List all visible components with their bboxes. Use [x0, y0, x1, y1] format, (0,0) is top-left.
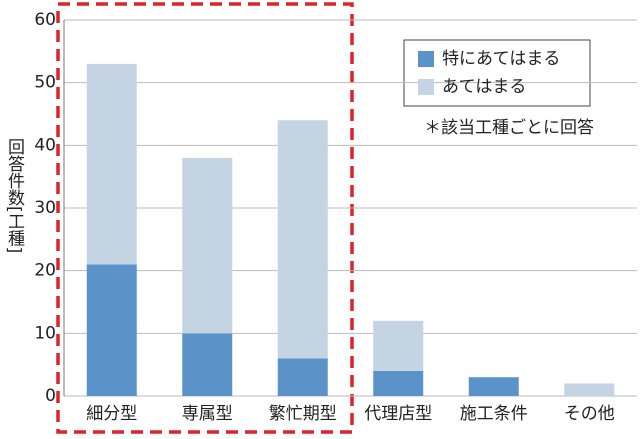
x-tick-label: 代理店型	[364, 404, 432, 424]
bar-segment	[277, 358, 328, 396]
legend-box	[403, 39, 591, 107]
bar-segment	[468, 377, 519, 396]
y-tick-label: 40	[34, 135, 56, 155]
y-tick-label: 60	[34, 10, 56, 30]
bar-segment	[277, 120, 328, 359]
x-tick-label: 繁忙期型	[269, 404, 337, 424]
y-tick-label: 20	[34, 261, 56, 281]
y-tick-label: 30	[34, 198, 56, 218]
y-tick-label: 0	[45, 386, 56, 406]
bar-segment	[564, 383, 615, 396]
y-tick-label: 50	[34, 73, 56, 93]
x-tick-label: 施工条件	[460, 404, 528, 424]
bar-segment	[86, 264, 137, 396]
annotation: ＊該当工種ごとに回答	[424, 118, 594, 138]
legend-swatch	[418, 51, 434, 67]
x-tick-label: 細分型	[86, 404, 137, 424]
x-tick-label: その他	[564, 404, 615, 424]
bar-segment	[182, 157, 233, 334]
bar-segment	[182, 333, 233, 396]
y-axis-label: 回答件数[工種]	[4, 138, 25, 253]
bar-segment	[86, 63, 137, 265]
x-tick-label: 専属型	[182, 404, 233, 424]
legend-label: 特にあてはまる	[442, 49, 560, 69]
bar-segment	[373, 370, 424, 396]
y-tick-label: 10	[34, 323, 56, 343]
legend-label: あてはまる	[442, 77, 526, 97]
bar-segment	[373, 320, 424, 371]
legend-swatch	[418, 79, 434, 95]
